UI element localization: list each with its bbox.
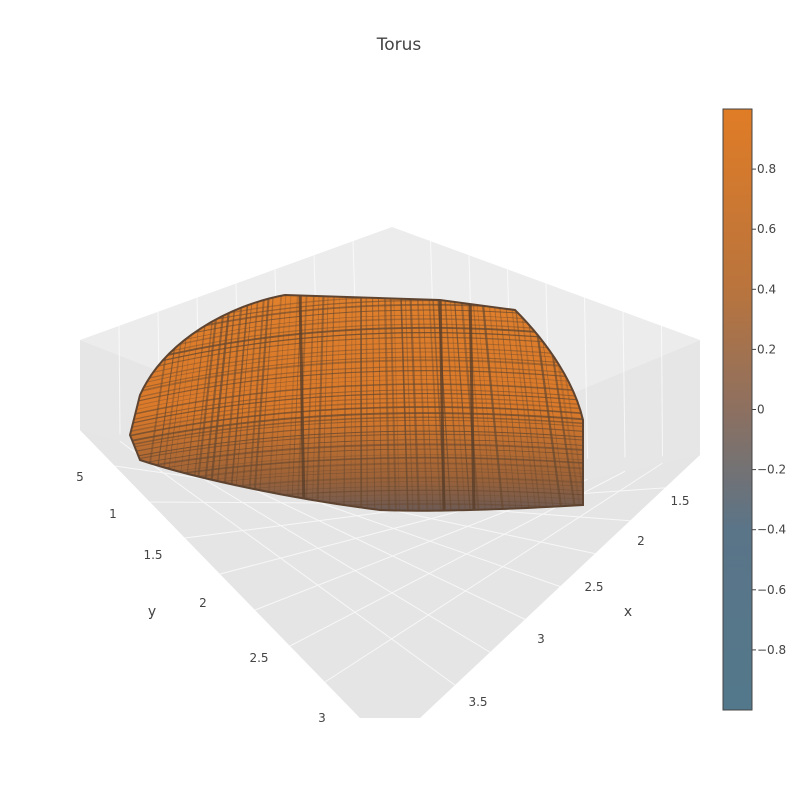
wire-meridian [335, 295, 341, 511]
colorbar-ticks: 0.8 0.6 0.4 0.2 0 −0.2 −0.4 −0.6 −0.8 [752, 162, 786, 657]
wire-meridian [509, 295, 537, 511]
wire-meridian [497, 295, 523, 511]
y-tick-label: 5 [76, 470, 84, 484]
wire-meridian [272, 295, 287, 511]
x-tick-label: 2 [637, 534, 645, 548]
wire-meridian [475, 295, 497, 511]
wire-meridian [372, 295, 376, 511]
wire-band [130, 323, 583, 365]
wire-meridian [512, 295, 542, 511]
wire-meridian [421, 295, 434, 511]
wire-meridian [468, 295, 476, 511]
wire-meridian [492, 295, 517, 511]
grid-line [159, 452, 491, 653]
x-axis-title: x [624, 604, 632, 620]
wire-band [130, 342, 583, 382]
wire-meridian [459, 295, 480, 511]
y-tick-label: 3 [318, 711, 326, 725]
wire-meridian [400, 295, 409, 511]
colorbar-gradient [722, 108, 753, 711]
wire-meridian [404, 295, 414, 511]
wire-band [130, 326, 583, 368]
wire-meridian [518, 295, 548, 511]
wire-meridian [233, 295, 254, 511]
wire-meridian [266, 295, 283, 511]
wire-meridian [524, 295, 555, 511]
colorbar-tick-label: 0 [757, 403, 765, 417]
wire-band [130, 332, 583, 372]
colorbar-tick-label: −0.6 [757, 583, 786, 597]
x-tick-label: 3 [537, 632, 545, 646]
wire-meridian [443, 295, 461, 511]
y-tick-label: 1 [109, 507, 117, 521]
wire-meridian [409, 295, 421, 511]
wire-meridian [305, 295, 315, 511]
wire-band [130, 499, 583, 511]
wire-meridian [453, 295, 472, 511]
wire-meridian [343, 295, 347, 511]
x-tick-label: 1.5 [670, 494, 689, 508]
wire-meridian [438, 295, 446, 511]
x-tick-label: 3.5 [468, 695, 487, 709]
wire-meridian [246, 295, 266, 511]
colorbar: 0.8 0.6 0.4 0.2 0 −0.2 −0.4 −0.6 −0.8 [722, 108, 786, 711]
x-tick-label: 2.5 [584, 580, 603, 594]
wire-meridian [286, 295, 299, 511]
wire-band [130, 336, 583, 377]
wire-meridian [480, 295, 505, 511]
wire-meridian [311, 295, 320, 511]
wire-meridian [251, 295, 271, 511]
grid-line [324, 462, 663, 683]
y-tick-label: 2 [199, 596, 207, 610]
wire-meridian [220, 295, 244, 511]
wire-meridian [383, 295, 391, 511]
y-tick-label: 1.5 [143, 548, 162, 562]
wire-meridian [389, 295, 397, 511]
grid-line [584, 297, 588, 459]
surface-outline [128, 293, 584, 512]
y-axis-title: y [148, 604, 156, 620]
chart-title: Torus [376, 35, 422, 55]
wire-meridian [377, 295, 383, 511]
x-axis-ticks: 1.5 2 2.5 3 3.5 [468, 494, 689, 709]
wire-meridian [228, 295, 250, 511]
wire-meridian [471, 295, 493, 511]
wire-meridian [316, 295, 325, 511]
wire-meridian [298, 295, 306, 511]
wire-meridian [393, 295, 401, 511]
wire-meridian [257, 295, 275, 511]
wire-meridian [503, 295, 531, 511]
colorbar-tick-label: 0.4 [757, 282, 776, 296]
wire-meridian [416, 295, 429, 511]
wire-meridian [278, 295, 292, 511]
colorbar-tick-label: 0.6 [757, 222, 776, 236]
wire-meridian [354, 295, 357, 511]
colorbar-tick-label: 0.8 [757, 162, 776, 176]
wire-meridian [427, 295, 442, 511]
colorbar-tick-label: 0.2 [757, 342, 776, 356]
colorbar-tick-label: −0.8 [757, 643, 786, 657]
wire-meridian [322, 295, 329, 511]
wire-meridian [365, 295, 369, 511]
wire-meridian [487, 295, 512, 511]
colorbar-tick-label: −0.2 [757, 463, 786, 477]
wire-meridian [449, 295, 467, 511]
wire-meridian [328, 295, 335, 511]
wire-meridian [213, 295, 238, 511]
wire-meridian [350, 295, 353, 511]
y-tick-label: 2.5 [249, 651, 268, 665]
grid-line [622, 311, 626, 458]
grid-line [661, 325, 663, 457]
grid-line [118, 325, 121, 435]
grid-line [119, 440, 456, 686]
colorbar-tick-label: −0.4 [757, 523, 786, 537]
wire-meridian [206, 295, 233, 511]
wire-meridian [239, 295, 260, 511]
y-axis-ticks: 5 1 1.5 2 2.5 3 [76, 470, 326, 725]
